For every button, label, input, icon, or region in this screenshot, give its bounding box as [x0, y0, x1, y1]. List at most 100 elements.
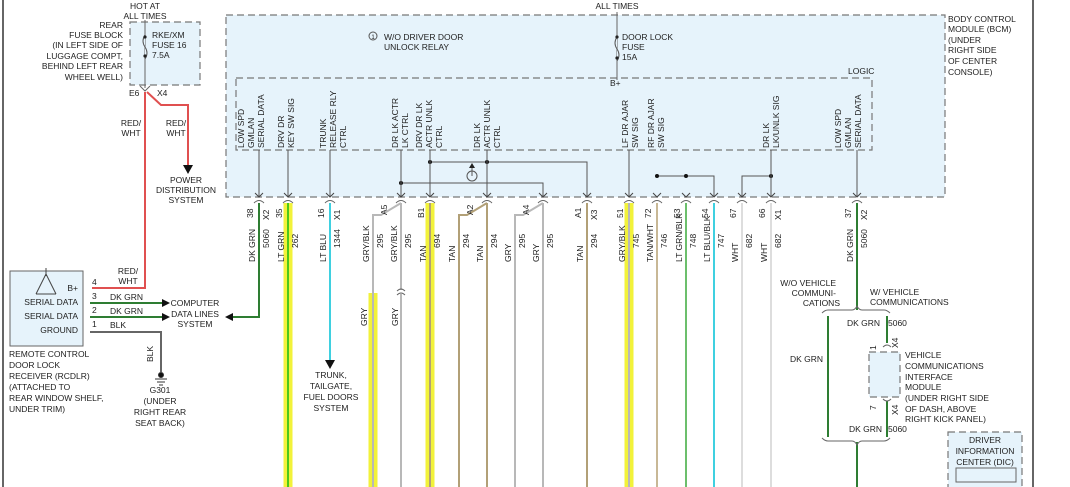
svg-text:COMMUNI-: COMMUNI- — [792, 288, 837, 298]
wire-color-label: LT BLU/BLK — [702, 215, 712, 262]
pin-number: 53 — [672, 208, 682, 218]
arrow-down-icon — [254, 192, 264, 198]
rear-fuse-block[interactable]: RKE/XM FUSE 16 7.5A — [129, 20, 201, 88]
bcm-signal-label: SERIAL DATA — [256, 94, 266, 148]
wire[interactable] — [458, 202, 488, 487]
body-control-module[interactable] — [225, 14, 946, 198]
arrow-down-icon — [283, 192, 293, 198]
wire[interactable] — [233, 203, 260, 318]
circuit-number: 294 — [589, 234, 599, 248]
circuit-number: 262 — [290, 234, 300, 248]
ground-wire[interactable] — [90, 331, 162, 372]
arrow-down-icon — [737, 192, 747, 198]
circuit-number: 5060 — [888, 318, 907, 328]
svg-text:MODULE: MODULE — [905, 382, 942, 392]
svg-text:DOOR LOCK: DOOR LOCK — [9, 360, 60, 370]
bcm-signal-label: SW SIG — [630, 117, 640, 148]
hot-label: ALL TIMES — [596, 1, 639, 11]
circuit-number: 295 — [375, 234, 385, 248]
trunk-tailgate-system-label[interactable]: TRUNK, TAILGATE, FUEL DOORS SYSTEM — [304, 370, 359, 413]
vehicle-comm-options: W/O VEHICLE COMMUNI- CATIONS W/ VEHICLE … — [780, 278, 949, 308]
connector-label: X1 — [332, 209, 342, 220]
fuse-label: FUSE 16 — [152, 40, 187, 50]
connector-label: X2 — [859, 209, 869, 220]
pin-label: E6 — [129, 88, 140, 98]
vehicle-comm-wiring[interactable] — [821, 304, 891, 487]
connector-pin-icon — [736, 200, 748, 204]
arrow-down-icon — [425, 192, 435, 198]
pin-number: A4 — [521, 204, 531, 215]
fuse-label: FUSE — [622, 42, 645, 52]
svg-text:CATIONS: CATIONS — [803, 298, 840, 308]
connector-label: X3 — [589, 209, 599, 220]
pin-number: 51 — [615, 208, 625, 218]
svg-text:RIGHT SIDE: RIGHT SIDE — [948, 45, 997, 55]
circuit-number: 294 — [461, 234, 471, 248]
relay-icon — [466, 163, 478, 182]
connector-pin-icon — [481, 200, 493, 204]
pin-number: 35 — [274, 208, 284, 218]
wire[interactable] — [396, 203, 406, 487]
circuit-number: 294 — [489, 234, 499, 248]
bcm-signal-label: LK CTRL — [400, 113, 410, 148]
rcdlr-module[interactable] — [9, 268, 84, 347]
connector-pin-icon — [395, 200, 407, 204]
arrow-down-icon — [482, 192, 492, 198]
internal-junctions — [401, 161, 771, 197]
svg-text:(UNDER: (UNDER — [948, 35, 981, 45]
svg-text:COMMUNICATIONS: COMMUNICATIONS — [905, 361, 984, 371]
wire-color-label: TAN — [475, 246, 485, 262]
connector-pin-icon — [282, 200, 294, 204]
arrow-down-icon — [396, 192, 406, 198]
wire[interactable] — [514, 202, 544, 487]
circuit-number: 295 — [545, 234, 555, 248]
wire-color-label: TAN/WHT — [645, 224, 655, 262]
bcm-signal-label: GMLAN — [843, 118, 853, 148]
wire-color-label: DK GRN — [845, 229, 855, 262]
bcm-signal-label: KEY SW SIG — [286, 98, 296, 148]
wire-color-label: RED/ — [166, 118, 187, 128]
red-wht-wire[interactable] — [92, 92, 146, 289]
bcm-name: BODY CONTROL MODULE (BCM) (UNDER RIGHT S… — [948, 14, 1016, 77]
fuse-rating: 15A — [622, 52, 637, 62]
pin-number: 66 — [757, 208, 767, 218]
power-distribution-label[interactable]: POWER DISTRIBUTION SYSTEM — [156, 175, 216, 205]
wire-color-label: LT GRN/BLK — [674, 213, 684, 262]
bcm-signal-label: CTRL — [338, 126, 348, 148]
svg-text:DRIVER: DRIVER — [969, 435, 1001, 445]
svg-text:CENTER (DIC): CENTER (DIC) — [956, 457, 1014, 467]
antenna-icon — [35, 268, 57, 295]
pin-number: A2 — [465, 204, 475, 215]
hot-label: HOT AT — [130, 1, 160, 11]
arrow-left-icon — [225, 313, 233, 321]
bcm-signal-label: SERIAL DATA — [853, 94, 863, 148]
bcm-signal-label: ACTR UNLK — [482, 99, 492, 148]
bcm-signal-label: DRV DR — [276, 116, 286, 148]
wire-color-label: WHT — [759, 243, 769, 262]
wire-color-label: GRY/BLK — [361, 225, 371, 262]
bcm-signal-label: SW SIG — [656, 117, 666, 148]
svg-text:SYSTEM: SYSTEM — [178, 319, 213, 329]
pin-number: 7 — [868, 405, 878, 410]
svg-text:FUSE BLOCK: FUSE BLOCK — [69, 30, 123, 40]
wire-break-icon — [396, 288, 406, 296]
bcm-signal-label: LF DR AJAR — [620, 100, 630, 148]
circuit-number: 1344 — [332, 229, 342, 248]
wire-color-label: WHT — [166, 128, 185, 138]
pin-name: SERIAL DATA — [24, 311, 78, 321]
red-wht-wire-branch[interactable] — [146, 91, 189, 165]
computer-data-lines-label[interactable]: COMPUTER DATA LINES SYSTEM — [171, 298, 220, 329]
bcm-signal-label: TRUNK — [318, 118, 328, 148]
dic-module[interactable]: DRIVER INFORMATION CENTER (DIC) — [947, 431, 1023, 487]
wire[interactable] — [368, 202, 402, 487]
wire-color-label: DK GRN — [790, 354, 823, 364]
svg-text:INFORMATION: INFORMATION — [956, 446, 1015, 456]
bplus-label: B+ — [610, 78, 621, 88]
svg-text:OF CENTER: OF CENTER — [948, 56, 997, 66]
wire-color-label: GRY — [390, 307, 400, 326]
svg-text:(UNDER RIGHT SIDE: (UNDER RIGHT SIDE — [905, 393, 989, 403]
vcim-module[interactable] — [868, 351, 901, 398]
wire-color-label: LT GRN — [276, 232, 286, 262]
pin-number: 54 — [700, 208, 710, 218]
